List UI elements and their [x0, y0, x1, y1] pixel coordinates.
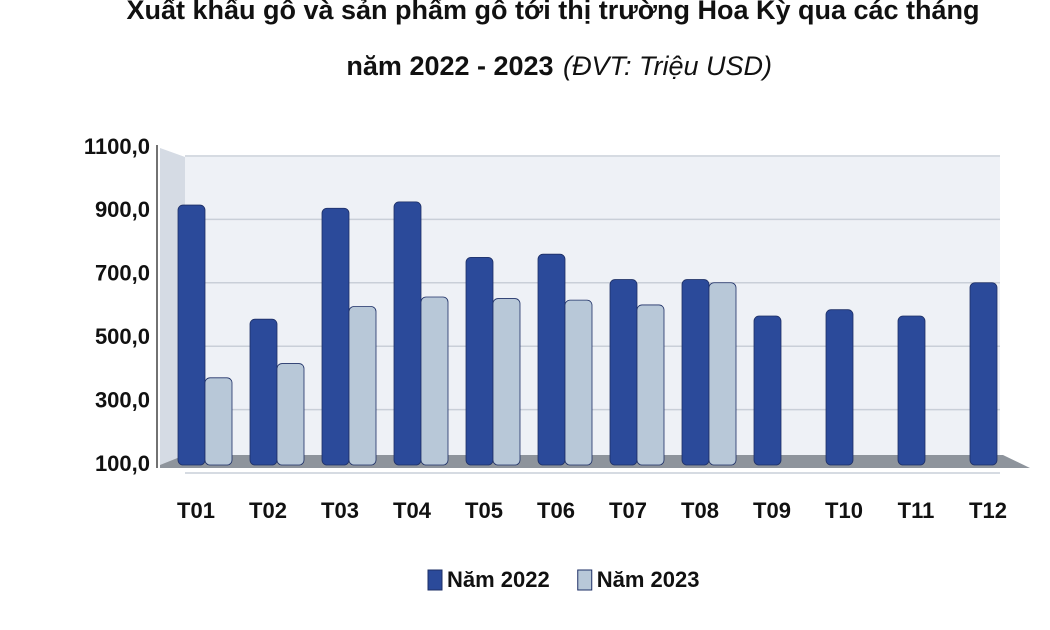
bar-shade [276, 363, 305, 466]
floor [160, 455, 1030, 468]
x-tick-label: T07 [609, 498, 647, 523]
y-tick-label: 300,0 [95, 387, 150, 412]
bar-shade [537, 253, 566, 466]
bar-shade [492, 298, 521, 466]
bar-shade [393, 201, 422, 466]
x-tick-label: T03 [321, 498, 359, 523]
x-tick-label: T06 [537, 498, 575, 523]
x-tick-label: T11 [898, 498, 935, 523]
y-tick-label: 500,0 [95, 324, 150, 349]
bar-shade [825, 309, 854, 466]
chart-title: Xuất khẩu gỗ và sản phẩm gỗ tới thị trườ… [126, 0, 979, 25]
x-tick-label: T05 [465, 498, 503, 523]
x-tick-label: T01 [177, 498, 215, 523]
bar-shade [177, 204, 206, 466]
bar-shade [564, 299, 593, 466]
bar-shade [708, 282, 737, 466]
y-tick-label: 900,0 [95, 197, 150, 222]
x-tick-label: T08 [681, 498, 719, 523]
bar-shade [897, 315, 926, 466]
bar-shade [321, 207, 350, 466]
bar-shade [204, 377, 233, 466]
chart-title: năm 2022 - 2023 [346, 51, 553, 81]
bar-shade [636, 304, 665, 466]
x-tick-label: T12 [969, 498, 1007, 523]
x-tick-label: T02 [249, 498, 287, 523]
legend-label: Năm 2023 [597, 567, 700, 592]
bar-shade [465, 256, 494, 466]
y-tick-label: 100,0 [95, 451, 150, 476]
bar-shade [348, 306, 377, 466]
x-tick-label: T04 [393, 498, 432, 523]
legend-label: Năm 2022 [447, 567, 550, 592]
bar-shade [969, 282, 998, 466]
bar-shade [249, 318, 278, 466]
y-tick-label: 1100,0 [84, 134, 150, 159]
legend-swatch [427, 569, 443, 591]
bar-shade [681, 279, 710, 466]
x-tick-label: T10 [825, 498, 863, 523]
bar-shade [609, 279, 638, 466]
x-tick-label: T09 [753, 498, 791, 523]
bar-shade [420, 296, 449, 466]
bar-shade [753, 315, 782, 466]
legend-swatch [577, 569, 593, 591]
unit-note: (ĐVT: Triệu USD) [563, 51, 772, 81]
y-tick-label: 700,0 [95, 261, 150, 286]
